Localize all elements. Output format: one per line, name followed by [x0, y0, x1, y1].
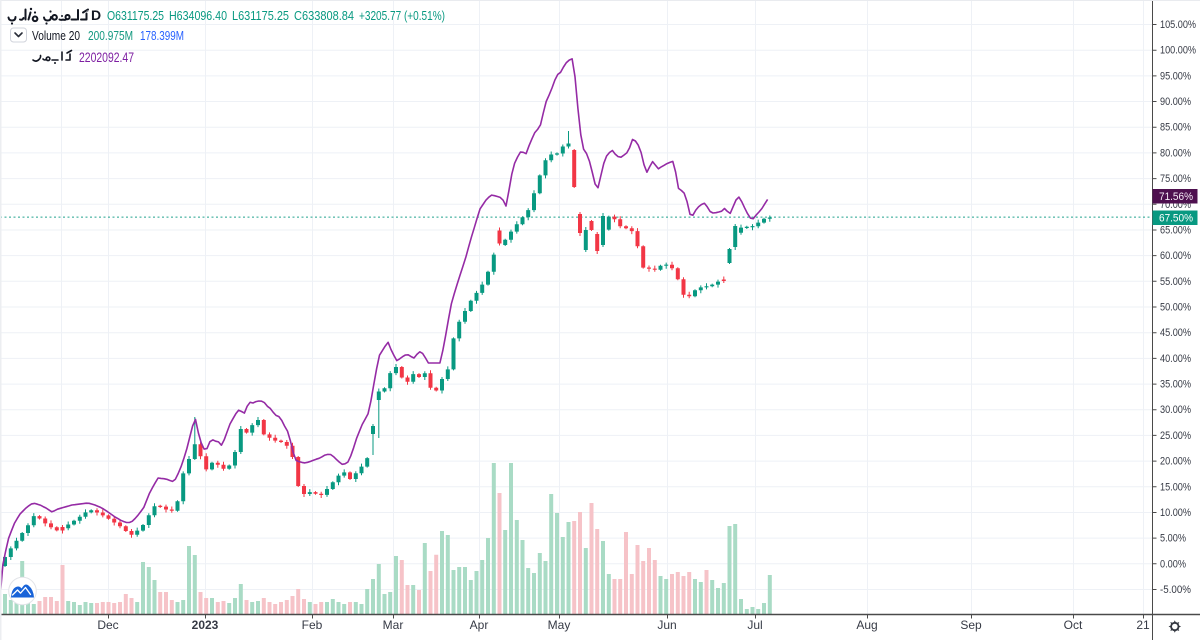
- svg-text:Feb: Feb: [302, 618, 323, 632]
- svg-text:95.00%: 95.00%: [1160, 70, 1191, 82]
- svg-text:5.00%: 5.00%: [1160, 533, 1186, 545]
- svg-text:C633808.84: C633808.84: [294, 8, 354, 23]
- svg-text:90.00%: 90.00%: [1160, 96, 1191, 108]
- svg-text:0.00%: 0.00%: [1160, 558, 1186, 570]
- svg-text:75.00%: 75.00%: [1160, 173, 1191, 185]
- svg-text:20.00%: 20.00%: [1160, 456, 1191, 468]
- svg-text:L631175.25: L631175.25: [232, 8, 289, 23]
- svg-text:80.00%: 80.00%: [1160, 147, 1191, 159]
- svg-text:+3205.77 (+0.51%): +3205.77 (+0.51%): [359, 8, 445, 23]
- svg-text:60.00%: 60.00%: [1160, 250, 1191, 262]
- svg-text:100.00%: 100.00%: [1160, 45, 1196, 57]
- svg-text:25.00%: 25.00%: [1160, 430, 1191, 442]
- svg-text:178.399M: 178.399M: [140, 28, 184, 43]
- svg-text:Jun: Jun: [657, 618, 676, 632]
- svg-text:50.00%: 50.00%: [1160, 302, 1191, 314]
- svg-text:Jul: Jul: [747, 618, 762, 632]
- svg-text:-5.00%: -5.00%: [1160, 584, 1191, 596]
- svg-text:30.00%: 30.00%: [1160, 404, 1191, 416]
- svg-text:40.00%: 40.00%: [1160, 353, 1191, 365]
- svg-text:200.975M: 200.975M: [88, 28, 133, 43]
- svg-text:85.00%: 85.00%: [1160, 122, 1191, 134]
- svg-text:10.00%: 10.00%: [1160, 507, 1191, 519]
- svg-text:H634096.40: H634096.40: [169, 8, 227, 23]
- svg-text:O631175.25: O631175.25: [107, 8, 164, 23]
- svg-text:55.00%: 55.00%: [1160, 276, 1191, 288]
- svg-text:65.00%: 65.00%: [1160, 225, 1191, 237]
- svg-text:21: 21: [1136, 618, 1150, 632]
- svg-text:Dec: Dec: [97, 618, 118, 632]
- svg-text:Oct: Oct: [1064, 618, 1083, 632]
- svg-text:67.50%: 67.50%: [1159, 213, 1193, 225]
- svg-text:2023: 2023: [192, 618, 219, 632]
- svg-text:Volume 20: Volume 20: [32, 28, 80, 43]
- svg-text:Mar: Mar: [383, 618, 404, 632]
- svg-text:15.00%: 15.00%: [1160, 481, 1191, 493]
- svg-text:105.00%: 105.00%: [1160, 19, 1196, 31]
- svg-text:Apr: Apr: [470, 618, 489, 632]
- svg-text:Sep: Sep: [960, 618, 982, 632]
- svg-text:Aug: Aug: [856, 618, 877, 632]
- svg-text:35.00%: 35.00%: [1160, 379, 1191, 391]
- svg-text:71.56%: 71.56%: [1159, 191, 1193, 203]
- svg-text:May: May: [548, 618, 571, 632]
- svg-text:45.00%: 45.00%: [1160, 327, 1191, 339]
- svg-text:2202092.47: 2202092.47: [79, 50, 134, 65]
- svg-text:D: D: [91, 7, 101, 23]
